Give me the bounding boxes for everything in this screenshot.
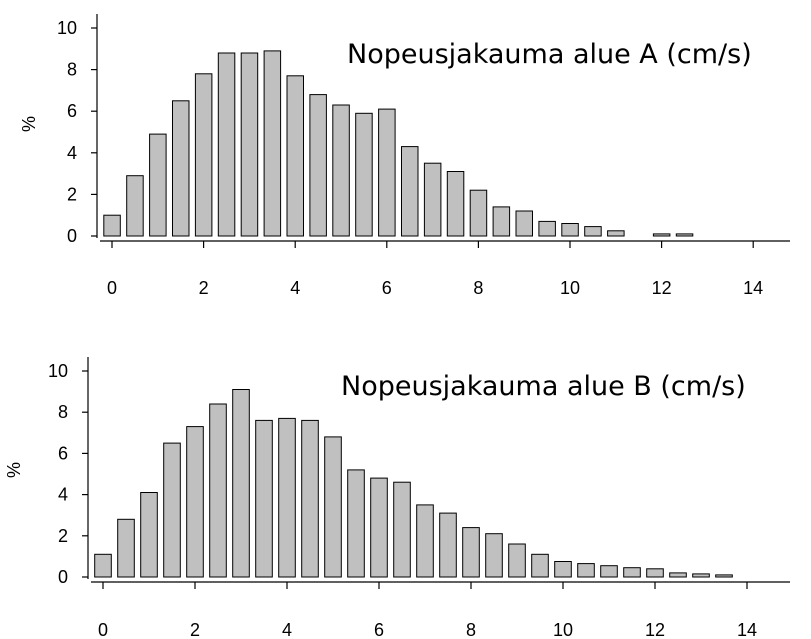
bar (117, 518, 135, 578)
y-tick-label: 8 (67, 60, 77, 80)
bar (217, 52, 236, 237)
bar (378, 108, 396, 237)
bar (278, 417, 296, 578)
bar (531, 553, 549, 578)
x-tick-label: 2 (190, 620, 200, 639)
bar (469, 189, 488, 237)
bar (508, 543, 526, 578)
bar (370, 477, 388, 578)
bar (140, 492, 158, 578)
bar (646, 568, 664, 578)
chart-panel-b: % Nopeusjakauma alue B (cm/s) 0 2 4 6 8 10 0 2 4… (4, 357, 790, 639)
chart-title: Nopeusjakauma alue A (cm/s) (347, 39, 752, 70)
bar (103, 214, 121, 237)
bar (393, 481, 411, 578)
x-tick-label: 4 (282, 620, 292, 639)
bar (401, 146, 419, 237)
bar (163, 442, 181, 578)
bar (446, 171, 465, 237)
x-tick-label: 6 (382, 278, 392, 298)
y-tick-label: 10 (57, 18, 77, 38)
y-tick-label: 6 (58, 443, 68, 463)
x-tick-label: 10 (553, 620, 573, 639)
y-tick-label: 6 (67, 101, 77, 121)
bar (194, 73, 213, 237)
x-tick-label: 0 (107, 278, 117, 298)
x-tick-label: 0 (98, 620, 108, 639)
chart-panel-a: % Nopeusjakauma alue A (cm/s) 0 2 4 6 8 10 0 2 4… (19, 14, 790, 298)
y-axis-label: % (19, 116, 39, 132)
y-tick-label: 2 (67, 184, 77, 204)
bar (485, 533, 503, 578)
bar (607, 230, 625, 237)
x-tick-label: 6 (374, 620, 384, 639)
bar (492, 206, 511, 237)
y-tick-label: 0 (67, 226, 77, 246)
bar (286, 75, 304, 237)
y-tick-label: 4 (58, 485, 68, 505)
x-tick-label: 12 (652, 278, 672, 298)
x-tick-label: 8 (466, 620, 476, 639)
bar (301, 419, 319, 578)
bar (172, 100, 190, 237)
bar (554, 561, 572, 578)
x-tick-label: 10 (560, 278, 580, 298)
bar (584, 226, 602, 237)
bar (332, 104, 350, 237)
bar (692, 573, 710, 578)
bar (149, 133, 167, 237)
x-tick-label: 12 (645, 620, 665, 639)
x-tick-label: 8 (473, 278, 483, 298)
bar (186, 426, 204, 578)
bar (561, 223, 579, 237)
y-axis-label: % (4, 462, 24, 478)
bar (675, 233, 694, 237)
bar (600, 565, 618, 578)
bar (577, 563, 595, 578)
bar (462, 527, 480, 578)
bar (309, 94, 327, 237)
bar (126, 175, 144, 237)
bar (715, 574, 733, 578)
bar (669, 572, 687, 578)
bar (232, 389, 250, 578)
y-tick-label: 10 (48, 361, 68, 381)
chart-title: Nopeusjakauma alue B (cm/s) (341, 371, 746, 402)
y-tick-label: 0 (58, 567, 68, 587)
bar (423, 162, 442, 237)
bar (263, 50, 282, 237)
y-tick-label: 8 (58, 402, 68, 422)
bar (515, 210, 533, 237)
bar (94, 553, 112, 578)
bar (439, 512, 457, 578)
bar (324, 436, 342, 578)
bar (416, 504, 434, 578)
x-tick-label: 4 (290, 278, 300, 298)
x-tick-label: 14 (743, 278, 763, 298)
bar (538, 220, 556, 237)
y-tick-label: 2 (58, 526, 68, 546)
bar (209, 403, 227, 578)
bar (652, 233, 671, 237)
bar (623, 567, 641, 578)
bar (347, 469, 365, 578)
bar (255, 419, 273, 578)
bar (240, 52, 259, 237)
bar (355, 112, 373, 237)
x-tick-label: 2 (199, 278, 209, 298)
y-tick-label: 4 (67, 143, 77, 163)
x-tick-label: 14 (737, 620, 757, 639)
